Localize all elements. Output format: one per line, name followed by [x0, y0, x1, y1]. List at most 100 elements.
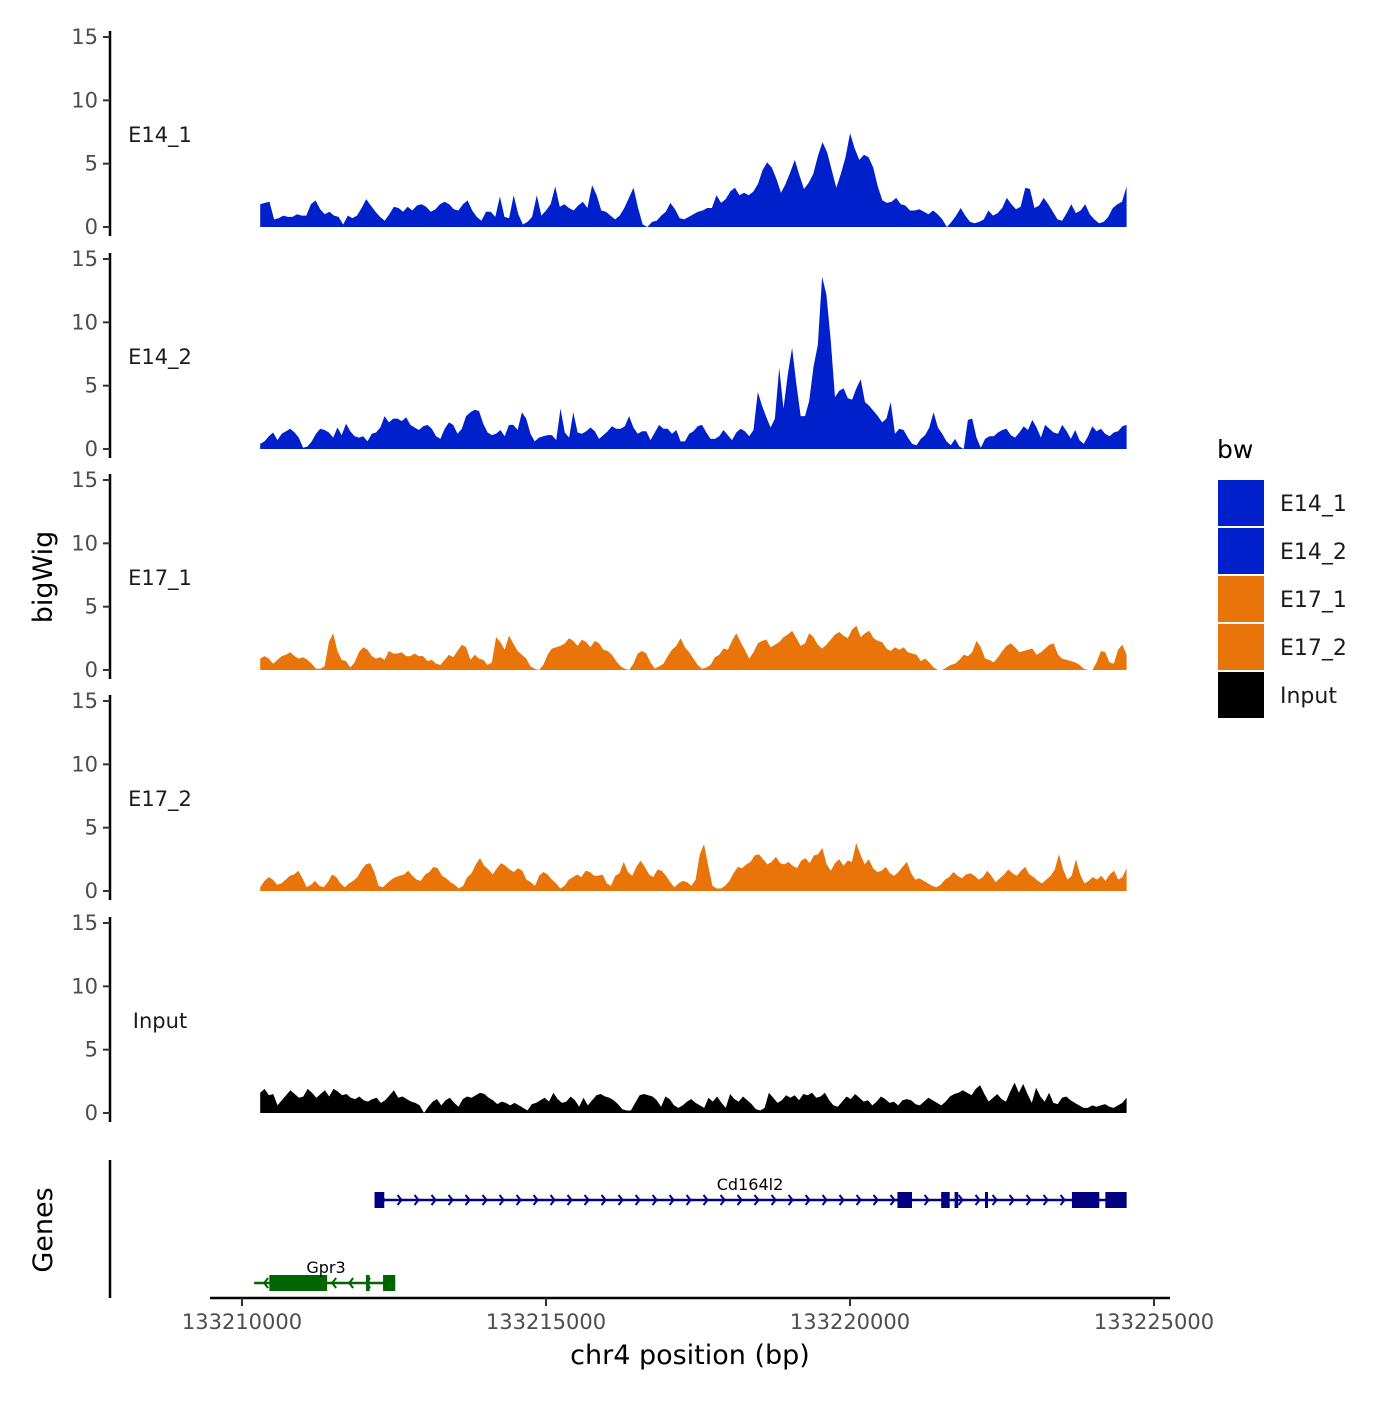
- y-tick-label: 0: [85, 215, 98, 239]
- strand-arrow: [821, 1194, 828, 1206]
- track-label: E17_1: [128, 566, 192, 591]
- x-axis-title: chr4 position (bp): [570, 1340, 810, 1371]
- coverage-area: [260, 276, 1127, 449]
- strand-arrow: [1025, 1194, 1032, 1206]
- legend-label: E14_2: [1280, 540, 1347, 565]
- strand-arrow: [566, 1194, 573, 1206]
- track-input: 0 5 10 15 Input: [71, 911, 1127, 1125]
- strand-arrow: [753, 1194, 760, 1206]
- y-tick-label: 5: [85, 152, 98, 176]
- strand-arrow: [347, 1277, 354, 1289]
- strand-arrow: [481, 1194, 488, 1206]
- legend-label: E17_1: [1280, 588, 1347, 613]
- y-tick-label: 0: [85, 1101, 98, 1125]
- strand-arrow: [889, 1194, 896, 1206]
- legend-label: E14_1: [1280, 492, 1347, 517]
- gene-exon: [984, 1192, 988, 1208]
- gene-exon: [1071, 1192, 1100, 1208]
- track-e14_1: 0 5 10 15 E14_1: [71, 25, 1127, 239]
- y-tick-label: 15: [71, 911, 98, 935]
- strand-arrow: [651, 1194, 658, 1206]
- track-label: E14_1: [128, 123, 192, 148]
- gene-exon: [383, 1275, 396, 1291]
- genes-layer: Cd164l2 Gpr3: [108, 1160, 1127, 1298]
- legend-key: [1218, 528, 1264, 574]
- strand-arrow: [262, 1277, 269, 1289]
- track-e17_2: 0 5 10 15 E17_2: [71, 689, 1127, 903]
- gene-exon: [941, 1192, 950, 1208]
- coverage-area: [260, 842, 1127, 891]
- strand-arrow: [804, 1194, 811, 1206]
- y-tick-label: 15: [71, 247, 98, 271]
- strand-arrow: [872, 1194, 879, 1206]
- tracks-layer: 0 5 10 15 E14_1 0 5 10 15 E14_2 0 5 10 15 E17_1 0 5 10 15 E…: [71, 25, 1127, 1125]
- x-tick-label: 133215000: [486, 1310, 606, 1334]
- y-tick-label: 5: [85, 816, 98, 840]
- x-tick-label: 133220000: [790, 1310, 910, 1334]
- y-tick-label: 10: [71, 974, 98, 998]
- strand-arrow: [702, 1194, 709, 1206]
- y-tick-label: 10: [71, 310, 98, 334]
- gene-exon: [374, 1192, 385, 1208]
- strand-arrow: [1059, 1194, 1066, 1206]
- gene-cd164l2: Cd164l2: [374, 1175, 1127, 1208]
- y-tick-label: 5: [85, 1038, 98, 1062]
- coverage-area: [260, 1082, 1127, 1113]
- strand-arrow: [583, 1194, 590, 1206]
- strand-arrow: [447, 1194, 454, 1206]
- legend-title: bw: [1217, 435, 1253, 464]
- strand-arrow: [974, 1194, 981, 1206]
- y-tick-label: 5: [85, 374, 98, 398]
- strand-arrow: [330, 1277, 337, 1289]
- legend-key: [1218, 672, 1264, 718]
- strand-arrow: [787, 1194, 794, 1206]
- strand-arrow: [838, 1194, 845, 1206]
- strand-arrow: [770, 1194, 777, 1206]
- strand-arrow: [1042, 1194, 1049, 1206]
- strand-arrow: [991, 1194, 998, 1206]
- gene-exon: [269, 1275, 328, 1291]
- strand-arrow: [549, 1194, 556, 1206]
- gene-exon: [897, 1192, 913, 1208]
- strand-arrow: [736, 1194, 743, 1206]
- y-tick-label: 15: [71, 25, 98, 49]
- x-axis: 133210000 133215000 133220000 133225000: [182, 1296, 1214, 1334]
- coverage-area: [260, 625, 1127, 670]
- strand-arrow: [719, 1194, 726, 1206]
- y-tick-label: 0: [85, 879, 98, 903]
- strand-arrow: [617, 1194, 624, 1206]
- track-e14_2: 0 5 10 15 E14_2: [71, 247, 1127, 461]
- strand-arrow: [396, 1194, 403, 1206]
- y-tick-label: 0: [85, 437, 98, 461]
- gene-exon: [954, 1192, 959, 1208]
- legend: bw E14_1 E14_2 E17_1 E17_2 Input: [1217, 435, 1347, 718]
- x-tick-label: 133210000: [182, 1310, 302, 1334]
- legend-key: [1218, 576, 1264, 622]
- strand-arrow: [600, 1194, 607, 1206]
- strand-arrow: [634, 1194, 641, 1206]
- strand-arrow: [498, 1194, 505, 1206]
- legend-label: E17_2: [1280, 636, 1347, 661]
- track-label: E14_2: [128, 345, 192, 370]
- legend-key: [1218, 480, 1264, 526]
- y-tick-label: 10: [71, 88, 98, 112]
- legend-label: Input: [1280, 684, 1337, 709]
- y-tick-label: 15: [71, 468, 98, 492]
- y-axis-title: bigWig: [28, 531, 59, 624]
- coverage-area: [260, 133, 1127, 227]
- strand-arrow: [464, 1194, 471, 1206]
- legend-key: [1218, 624, 1264, 670]
- strand-arrow: [515, 1194, 522, 1206]
- strand-arrow: [685, 1194, 692, 1206]
- gene-label: Cd164l2: [717, 1175, 784, 1194]
- strand-arrow: [413, 1194, 420, 1206]
- y-tick-label: 15: [71, 689, 98, 713]
- gene-label: Gpr3: [306, 1258, 345, 1277]
- strand-arrow: [532, 1194, 539, 1206]
- strand-arrow: [430, 1194, 437, 1206]
- strand-arrow: [957, 1194, 964, 1206]
- strand-arrow: [1008, 1194, 1015, 1206]
- track-e17_1: 0 5 10 15 E17_1: [71, 468, 1127, 682]
